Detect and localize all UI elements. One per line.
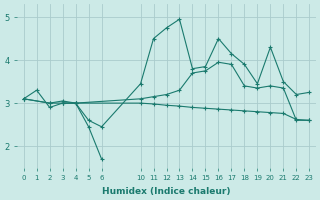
X-axis label: Humidex (Indice chaleur): Humidex (Indice chaleur) xyxy=(102,187,231,196)
